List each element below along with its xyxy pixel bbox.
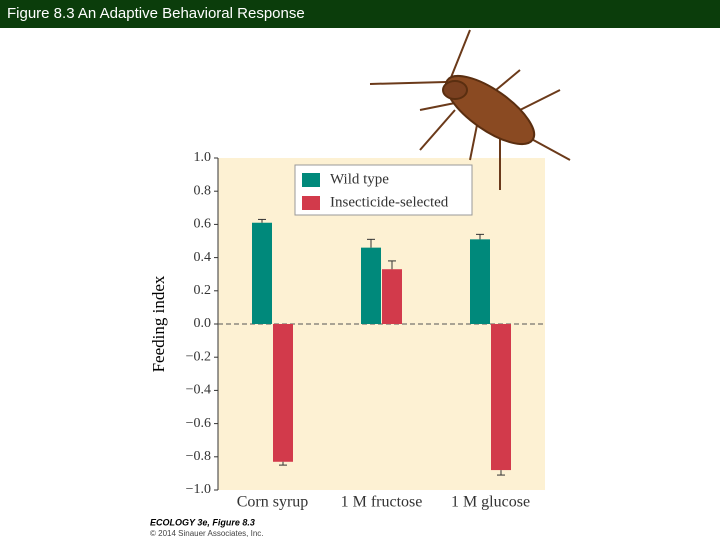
y-tick-label: 0.2 [194, 283, 212, 298]
bar [252, 222, 272, 324]
bar [491, 324, 511, 471]
title-bar [0, 0, 720, 28]
slide-title: Figure 8.3 An Adaptive Behavioral Respon… [7, 5, 305, 22]
legend-swatch [302, 173, 320, 187]
copyright: © 2014 Sinauer Associates, Inc. [150, 529, 264, 538]
bar [382, 269, 402, 324]
bar [470, 239, 490, 324]
y-tick-label: −0.6 [186, 416, 211, 431]
legend-box [294, 164, 473, 216]
bar [361, 247, 381, 324]
x-tick-label: Corn syrup [237, 494, 309, 511]
x-tick-label: 1 M glucose [451, 494, 530, 511]
y-tick-label: 0.8 [194, 183, 212, 198]
source: ECOLOGY 3e, Figure 8.3 [150, 517, 255, 527]
y-axis-label: Feeding index [149, 275, 168, 372]
legend-label: Wild type [330, 171, 389, 187]
y-tick-label: −1.0 [186, 482, 211, 497]
y-tick-label: 0.0 [194, 316, 212, 331]
legend-label: Insecticide-selected [330, 194, 449, 210]
y-tick-label: −0.8 [186, 449, 211, 464]
y-tick-label: 1.0 [194, 150, 212, 165]
y-tick-label: 0.4 [194, 250, 212, 265]
cockroach [369, 29, 571, 190]
y-tick-label: 0.6 [194, 217, 212, 232]
bar [273, 324, 293, 462]
legend-swatch [302, 196, 320, 210]
y-tick-label: −0.2 [186, 349, 211, 364]
x-tick-label: 1 M fructose [341, 494, 423, 511]
y-tick-label: −0.4 [186, 383, 211, 398]
